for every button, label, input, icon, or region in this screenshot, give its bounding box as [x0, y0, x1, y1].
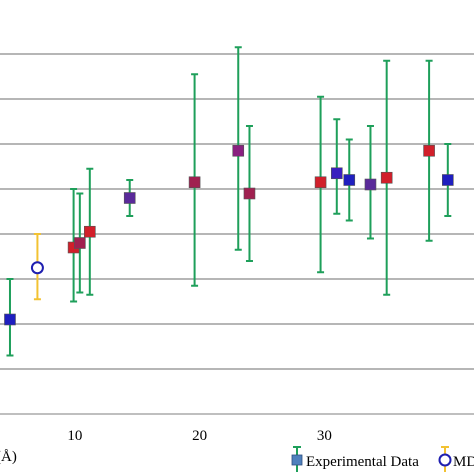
data-markers	[4, 144, 454, 326]
data-point	[74, 237, 86, 249]
error-bar	[333, 118, 341, 215]
data-point	[343, 174, 356, 186]
data-point	[123, 192, 136, 204]
legend-item-experimental: Experimental Data	[291, 446, 419, 472]
legend-item-md: MD	[438, 446, 474, 472]
data-point	[380, 171, 393, 184]
legend-label-experimental: Experimental Data	[306, 454, 419, 470]
x-tick-label: 30	[317, 428, 332, 444]
data-point	[188, 176, 201, 189]
data-point	[364, 178, 377, 191]
legend-square-icon	[291, 454, 303, 466]
legend-circle-icon	[438, 453, 452, 467]
x-tick-label: 10	[67, 428, 82, 444]
data-point	[330, 167, 343, 180]
x-axis-label: (Å)	[0, 449, 17, 465]
legend-label-md: MD	[453, 454, 474, 470]
data-point	[243, 187, 256, 200]
data-point	[442, 174, 454, 186]
x-tick-label: 20	[192, 428, 207, 444]
data-point	[84, 225, 96, 238]
x-tick-labels: 10 20 30	[67, 428, 331, 444]
data-point	[4, 313, 16, 326]
data-point	[314, 176, 327, 189]
legend: Experimental Data MD	[291, 446, 474, 472]
data-point	[232, 144, 245, 157]
md-point	[30, 261, 44, 275]
data-point	[423, 144, 435, 157]
